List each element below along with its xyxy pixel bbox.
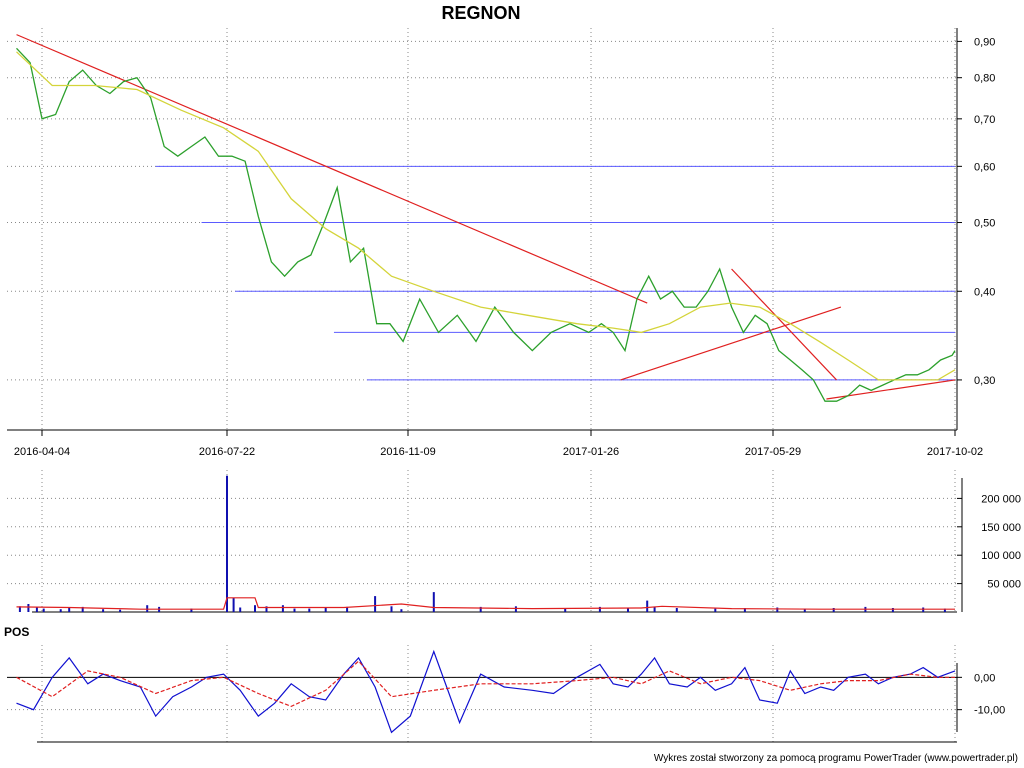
volume-bar <box>18 606 21 612</box>
footer-credit: Wykres został stworzony za pomocą progra… <box>654 753 1018 764</box>
price-line <box>16 47 956 402</box>
price-xtick-label: 2016-04-04 <box>14 446 70 458</box>
price-xtick-label: 2017-10-02 <box>927 446 983 458</box>
chart-title: REGNON <box>441 3 520 23</box>
volume-bar <box>514 606 517 612</box>
oscillator-label: POS <box>4 625 29 639</box>
volume-bar <box>646 600 649 612</box>
price-xtick-label: 2016-07-22 <box>199 446 255 458</box>
volume-bar <box>68 608 71 612</box>
volume-bar <box>374 596 377 612</box>
oscillator-signal-line <box>16 660 955 708</box>
volume-bar <box>42 608 45 612</box>
osc-ytick-label: -10,00 <box>974 705 1005 717</box>
price-xtick-label: 2017-01-26 <box>563 446 619 458</box>
volume-bar <box>308 608 311 612</box>
price-xtick-label: 2016-11-09 <box>380 446 435 458</box>
volume-bar <box>653 606 656 612</box>
volume-bar <box>627 608 629 612</box>
volume-bar <box>226 475 228 612</box>
volume-bar <box>675 608 678 612</box>
price-ytick-label: 0,40 <box>974 286 995 298</box>
trend-line-1 <box>620 306 842 381</box>
volume-bar <box>400 609 403 612</box>
trend-line-2 <box>731 268 837 381</box>
volume-bar <box>102 609 105 612</box>
volume-bar <box>281 605 284 612</box>
volume-ytick-label: 100 000 <box>981 550 1021 562</box>
volume-bar <box>891 608 894 612</box>
price-ytick-label: 0,30 <box>974 375 995 387</box>
volume-bar <box>254 605 256 612</box>
volume-ytick-label: 200 000 <box>981 493 1021 505</box>
volume-bar <box>35 607 38 612</box>
volume-bar <box>232 597 235 612</box>
volume-bar <box>293 608 296 612</box>
price-ytick-label: 0,80 <box>974 73 995 85</box>
oscillator-panel: 0,00 -10,00 <box>7 645 1005 743</box>
price-ytick-label: 0,70 <box>974 114 995 126</box>
volume-bar <box>803 608 806 612</box>
volume-bar <box>81 606 84 612</box>
volume-bar <box>943 608 946 612</box>
volume-bar <box>598 606 601 612</box>
volume-bar <box>119 609 122 612</box>
price-ytick-label: 0,60 <box>974 161 995 173</box>
volume-bar <box>479 606 482 612</box>
volume-bar <box>239 607 242 612</box>
volume-bar <box>390 606 393 612</box>
oscillator-line <box>16 649 956 734</box>
price-panel: 0,90 0,80 0,70 0,60 0,50 0,40 0,30 2016-04-04 20… <box>7 28 995 458</box>
trend-line-0 <box>16 34 648 304</box>
moving-average-line <box>16 51 956 381</box>
volume-bar <box>324 607 327 612</box>
volume-bar <box>743 608 746 612</box>
volume-bar <box>27 604 30 612</box>
volume-bar <box>346 606 349 612</box>
volume-bar <box>432 592 435 612</box>
volume-bar <box>564 608 567 612</box>
osc-ytick-label: 0,00 <box>974 672 995 684</box>
price-xtick-label: 2017-05-29 <box>745 446 801 458</box>
volume-panel: 50 000 100 000 150 000 200 000 <box>7 470 1021 613</box>
volume-bar <box>832 608 835 612</box>
volume-average-line <box>16 597 955 610</box>
volume-bar <box>190 608 193 612</box>
volume-bar <box>776 607 779 612</box>
volume-bar <box>146 605 149 612</box>
price-ytick-label: 0,90 <box>974 36 995 48</box>
volume-bar <box>714 608 717 612</box>
volume-bar <box>59 609 62 612</box>
volume-ytick-label: 150 000 <box>981 522 1021 534</box>
volume-bar <box>265 606 268 612</box>
volume-ytick-label: 50 000 <box>987 579 1021 591</box>
price-ytick-label: 0,50 <box>974 218 995 230</box>
